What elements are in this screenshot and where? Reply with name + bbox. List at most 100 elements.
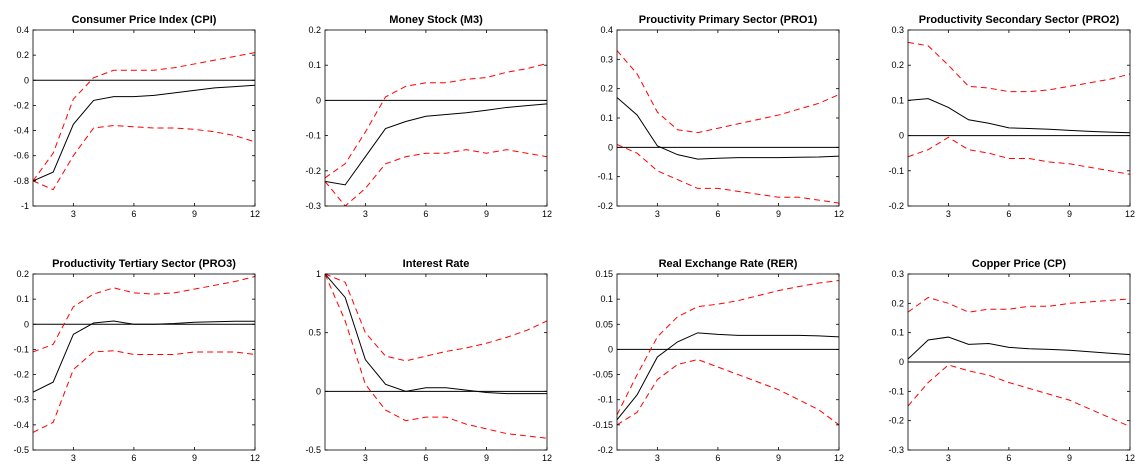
x-tick-label: 9	[192, 453, 197, 463]
lower-band-line	[617, 143, 839, 204]
response-line	[617, 97, 839, 160]
upper-band-line	[33, 276, 255, 353]
x-tick-label: 9	[1067, 453, 1072, 463]
lower-band-line	[325, 274, 547, 439]
chart-title: Productivity Tertiary Sector (PRO3)	[52, 258, 236, 270]
x-tick-label: 12	[250, 209, 260, 219]
x-tick-label: 6	[715, 453, 720, 463]
x-tick-label: 12	[542, 453, 552, 463]
x-tick-label: 9	[776, 453, 781, 463]
plot-area	[908, 296, 1130, 427]
y-tick-label: -0.3	[13, 395, 29, 405]
response-line	[33, 84, 255, 182]
x-tick-label: 12	[250, 453, 260, 463]
y-tick-label: -0.2	[597, 201, 613, 211]
axes-frame	[907, 29, 1131, 207]
x-tick-label: 3	[655, 453, 660, 463]
chart-panel-4: Productivity Secondary Sector (PRO2) -0.2…	[888, 14, 1135, 219]
y-tick-label: -1	[21, 201, 29, 211]
y-tick-label: -0.4	[13, 126, 29, 136]
y-tick-label: 0	[608, 344, 613, 354]
response-line	[617, 332, 839, 421]
y-tick-label: 0.1	[308, 60, 321, 70]
axes-frame	[32, 29, 256, 207]
y-tick-label: -0.2	[888, 416, 904, 426]
x-tick-label: 6	[1006, 453, 1011, 463]
response-line	[908, 336, 1130, 360]
plot-area	[908, 41, 1130, 175]
x-tick-label: 6	[423, 453, 428, 463]
chart-panel-3: Prouctivity Primary Sector (PRO1) -0.2 -0.…	[597, 14, 844, 219]
y-tick-label: -0.1	[305, 131, 321, 141]
y-tick-label: 0	[24, 319, 29, 329]
response-line	[325, 274, 547, 395]
y-tick-label: 0.4	[16, 25, 29, 35]
lower-band-line	[33, 125, 255, 191]
y-tick-label: 0	[316, 386, 321, 396]
upper-band-line	[33, 52, 255, 182]
chart-title: Consumer Price Index (CPI)	[72, 14, 217, 26]
x-tick-label: 9	[192, 209, 197, 219]
x-tick-label: 9	[1067, 209, 1072, 219]
axes-frame	[616, 273, 840, 451]
y-tick-label: 0	[316, 95, 321, 105]
x-tick-label: 6	[423, 209, 428, 219]
chart-panel-7: Real Exchange Rate (RER) -0.2 -0.15 -0.1 -0.…	[592, 258, 844, 463]
upper-band-line	[908, 296, 1130, 313]
x-tick-label: 3	[946, 209, 951, 219]
x-tick-label: 3	[71, 209, 76, 219]
axes-frame	[324, 273, 548, 451]
y-tick-label: 0.1	[600, 113, 613, 123]
x-tick-label: 12	[834, 209, 844, 219]
lower-band-line	[908, 364, 1130, 427]
y-tick-label: -0.1	[888, 386, 904, 396]
y-tick-label: 0	[608, 142, 613, 152]
y-tick-label: 1	[316, 269, 321, 279]
x-tick-label: 6	[715, 209, 720, 219]
y-tick-label: 0.1	[16, 294, 29, 304]
x-tick-label: 9	[776, 209, 781, 219]
y-tick-label: 0.05	[595, 319, 613, 329]
y-tick-label: -0.5	[305, 445, 321, 455]
x-tick-label: 3	[71, 453, 76, 463]
plot-area	[33, 52, 255, 191]
y-tick-label: -0.2	[597, 445, 613, 455]
y-tick-label: 0.3	[891, 25, 904, 35]
x-tick-label: 3	[363, 209, 368, 219]
chart-panel-8: Copper Price (CP) -0.3 -0.2 -0.1 0 0.1 0.2 0.3 3…	[888, 258, 1135, 463]
response-line	[33, 320, 255, 393]
y-tick-label: -0.6	[13, 151, 29, 161]
x-tick-label: 12	[542, 209, 552, 219]
plot-area	[617, 280, 839, 426]
y-tick-label: 0	[899, 357, 904, 367]
x-tick-label: 6	[1006, 209, 1011, 219]
x-tick-label: 3	[363, 453, 368, 463]
chart-title: Prouctivity Primary Sector (PRO1)	[639, 14, 818, 26]
y-tick-label: -0.2	[13, 100, 29, 110]
axes-frame	[324, 29, 548, 207]
x-tick-label: 12	[1125, 209, 1135, 219]
y-tick-label: 0.1	[891, 95, 904, 105]
y-tick-label: -0.3	[305, 201, 321, 211]
x-tick-label: 9	[484, 453, 489, 463]
upper-band-line	[325, 62, 547, 179]
chart-title: Copper Price (CP)	[972, 258, 1066, 270]
chart-title: Money Stock (M3)	[389, 14, 483, 26]
chart-panel-6: Interest Rate -0.5 0 0.5 1 3 6 9 12	[305, 258, 552, 463]
y-tick-label: -0.1	[597, 395, 613, 405]
plot-area	[33, 276, 255, 433]
y-tick-label: -0.2	[305, 166, 321, 176]
y-tick-label: 0.15	[595, 269, 613, 279]
y-tick-label: 0.3	[891, 269, 904, 279]
y-tick-label: -0.8	[13, 176, 29, 186]
lower-band-line	[617, 358, 839, 426]
y-tick-label: -0.3	[888, 445, 904, 455]
y-tick-label: -0.5	[13, 445, 29, 455]
y-tick-label: -0.05	[592, 370, 613, 380]
y-tick-label: 0	[24, 75, 29, 85]
y-tick-label: -0.4	[13, 420, 29, 430]
x-tick-label: 12	[834, 453, 844, 463]
y-tick-label: 0.2	[600, 84, 613, 94]
x-tick-label: 9	[484, 209, 489, 219]
